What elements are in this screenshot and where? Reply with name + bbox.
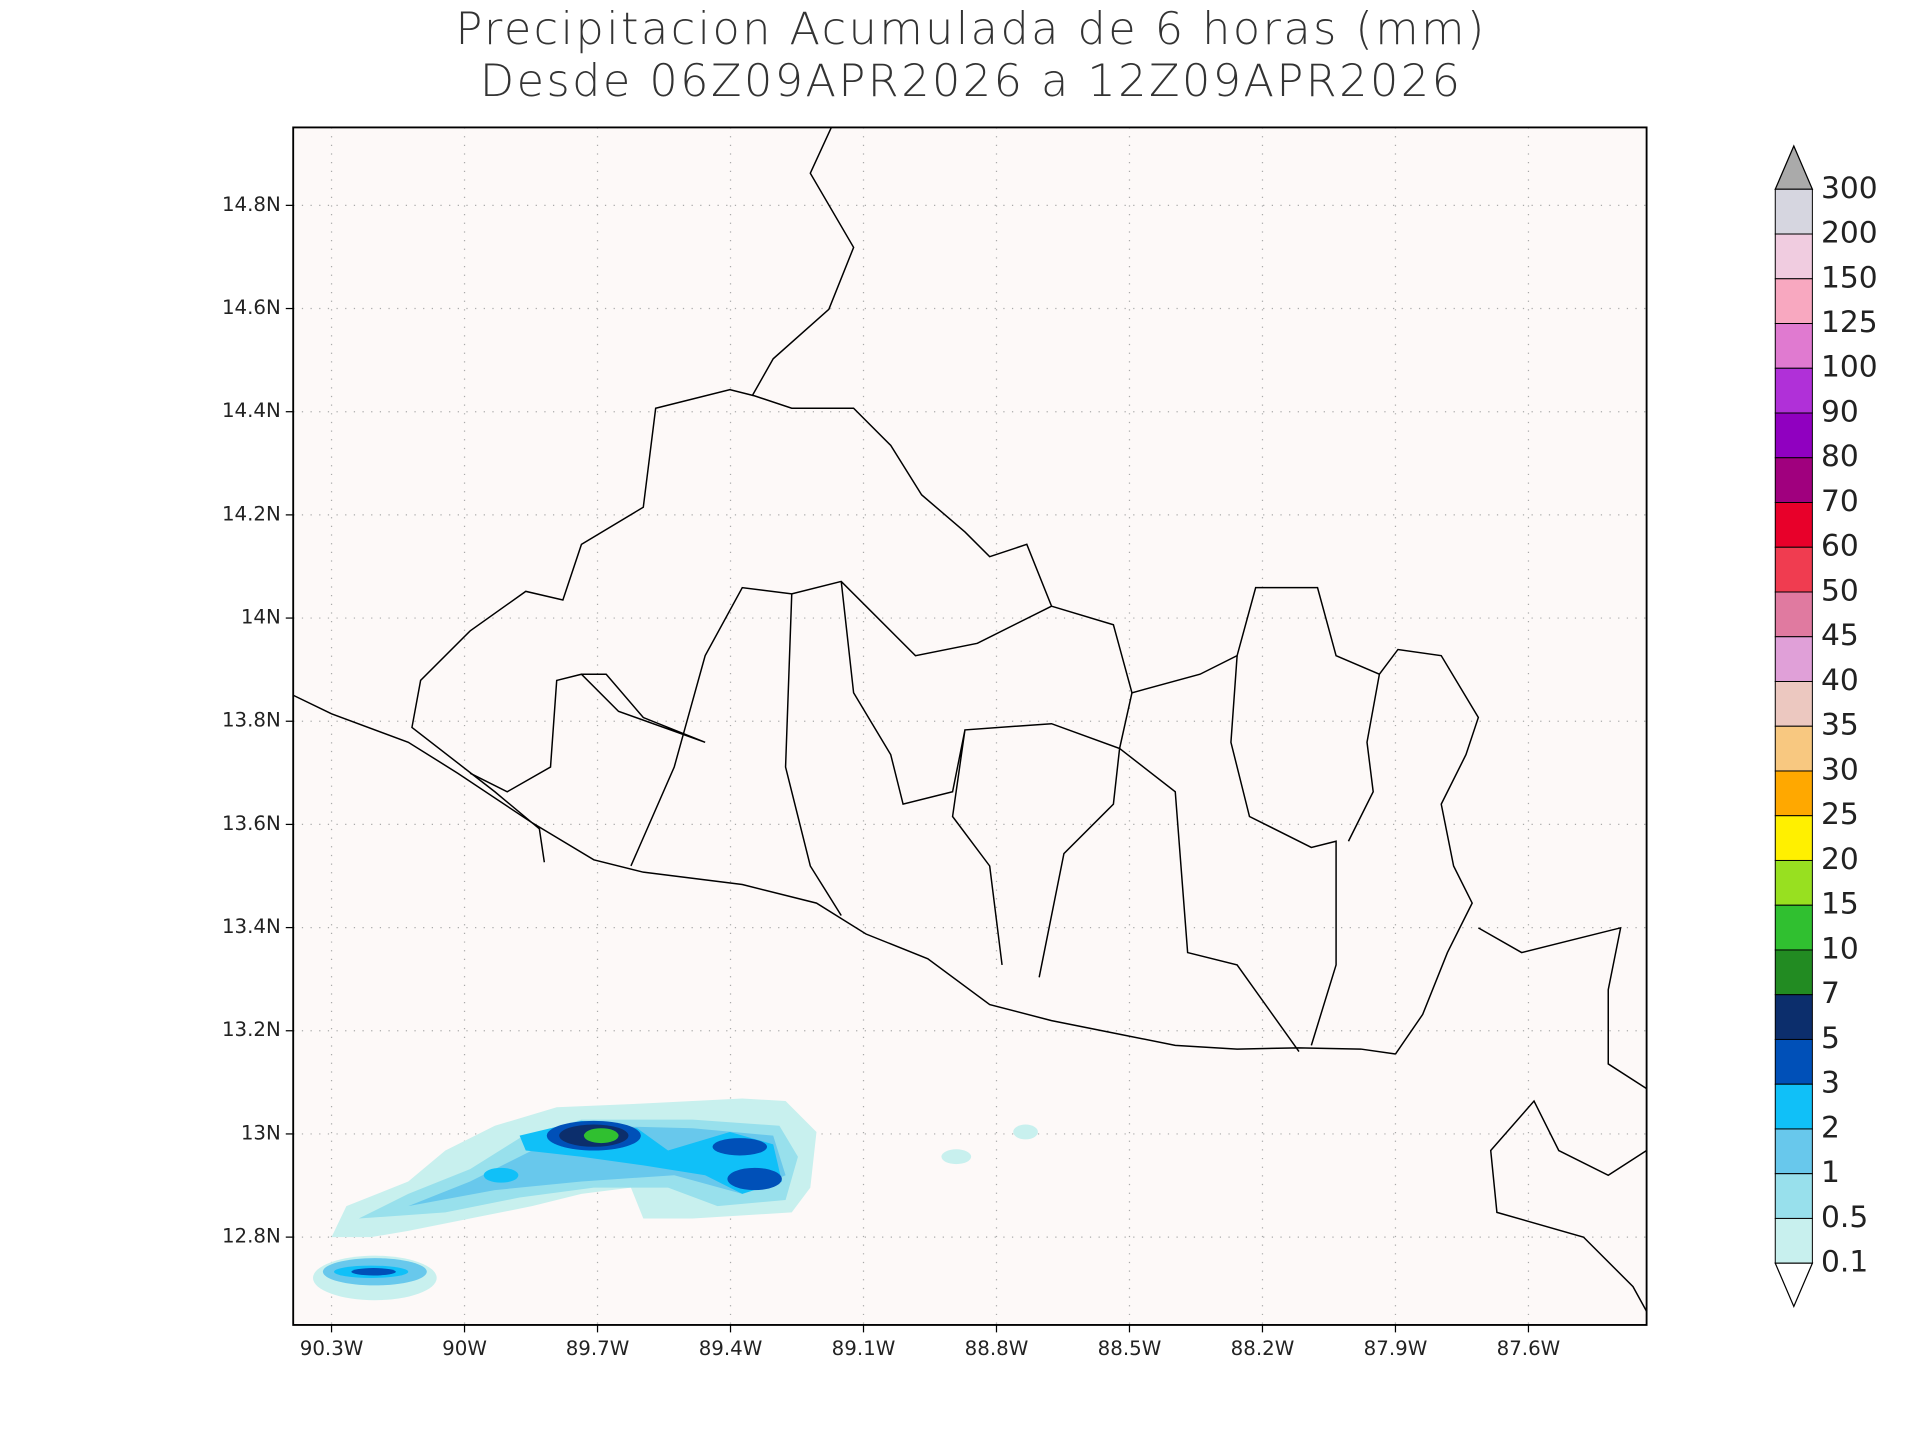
colorbar-label: 10 — [1821, 931, 1859, 966]
colorbar-box — [1774, 1083, 1813, 1130]
colorbar-label: 40 — [1821, 663, 1859, 698]
colorbar-box — [1774, 233, 1813, 280]
colorbar-label: 5 — [1821, 1021, 1840, 1056]
colorbar-under — [1774, 1262, 1814, 1309]
x-tick-label: 88.5W — [1098, 1337, 1162, 1360]
precipitation — [312, 1098, 1038, 1301]
y-tick-label: 13N — [241, 1121, 281, 1144]
colorbar-label: 35 — [1821, 708, 1859, 743]
x-tick-label: 90W — [442, 1337, 487, 1360]
colorbar-box — [1774, 904, 1813, 951]
y-tick-label: 13.6N — [222, 812, 281, 835]
colorbar-label: 200 — [1821, 216, 1878, 251]
colorbar-label: 125 — [1821, 305, 1878, 340]
colorbar-label: 300 — [1821, 171, 1878, 206]
y-tick-label: 14.6N — [222, 296, 281, 319]
y-tick-label: 13.2N — [222, 1018, 281, 1041]
colorbar-over — [1774, 144, 1814, 190]
colorbar-box — [1774, 859, 1813, 906]
x-tick-label: 90.3W — [300, 1337, 364, 1360]
colorbar-box — [1774, 502, 1813, 548]
colorbar-label: 7 — [1821, 976, 1840, 1011]
colorbar-label: 50 — [1821, 573, 1859, 608]
y-tick-label: 13.4N — [222, 915, 281, 938]
colorbar-box — [1774, 949, 1813, 996]
colorbar-box — [1774, 994, 1813, 1040]
x-tick-label: 88.8W — [965, 1337, 1029, 1360]
map-frame — [292, 126, 1648, 1326]
colorbar-box — [1774, 412, 1813, 459]
colorbar-box — [1774, 1173, 1813, 1219]
colorbar-box — [1774, 323, 1813, 369]
colorbar-box — [1774, 815, 1813, 861]
colorbar-label: 80 — [1821, 439, 1859, 474]
colorbar-label: 0.5 — [1821, 1200, 1868, 1235]
colorbar-box — [1774, 278, 1813, 325]
colorbar-label: 45 — [1821, 618, 1859, 653]
y-tick-label: 14N — [241, 606, 281, 629]
y-tick-label: 13.8N — [222, 709, 281, 732]
colorbar-box — [1774, 1217, 1813, 1264]
colorbar-label: 15 — [1821, 887, 1859, 922]
colorbar-box — [1774, 770, 1813, 817]
colorbar-box — [1774, 725, 1813, 772]
colorbar-box — [1774, 367, 1813, 414]
colorbar-box — [1774, 188, 1813, 235]
x-tick-label: 89.4W — [699, 1337, 763, 1360]
colorbar-box — [1774, 457, 1813, 503]
y-tick-label: 14.2N — [222, 502, 281, 525]
colorbar-label: 1 — [1821, 1155, 1840, 1190]
x-tick-label: 88.2W — [1231, 1337, 1295, 1360]
colorbar-label: 70 — [1821, 484, 1859, 519]
colorbar-box — [1774, 546, 1813, 593]
x-tick-label: 89.1W — [832, 1337, 896, 1360]
colorbar-label: 100 — [1821, 350, 1878, 385]
colorbar-label: 3 — [1821, 1066, 1840, 1101]
colorbar-label: 2 — [1821, 1110, 1840, 1145]
y-tick-label: 14.4N — [222, 399, 281, 422]
y-tick-label: 12.8N — [222, 1225, 281, 1248]
colorbar-box — [1774, 591, 1813, 638]
colorbar-box — [1774, 636, 1813, 682]
x-tick-label: 87.6W — [1497, 1337, 1561, 1360]
title-line: Desde 06Z09APR2026 a 12Z09APR2026 — [480, 55, 1462, 107]
colorbar-box — [1774, 1128, 1813, 1175]
colorbar-box — [1774, 680, 1813, 727]
colorbar-label: 90 — [1821, 395, 1859, 430]
title-line: Precipitacion Acumulada de 6 horas (mm) — [455, 3, 1486, 55]
colorbar-box — [1774, 1038, 1813, 1085]
colorbar-label: 30 — [1821, 752, 1859, 787]
y-tick-label: 14.8N — [222, 193, 281, 216]
borders — [292, 127, 1648, 1312]
colorbar-label: 0.1 — [1821, 1245, 1868, 1280]
colorbar-label: 20 — [1821, 842, 1859, 877]
x-tick-label: 89.7W — [566, 1337, 630, 1360]
colorbar-label: 25 — [1821, 797, 1859, 832]
x-tick-label: 87.9W — [1364, 1337, 1428, 1360]
colorbar-label: 60 — [1821, 529, 1859, 564]
colorbar-label: 150 — [1821, 260, 1878, 295]
